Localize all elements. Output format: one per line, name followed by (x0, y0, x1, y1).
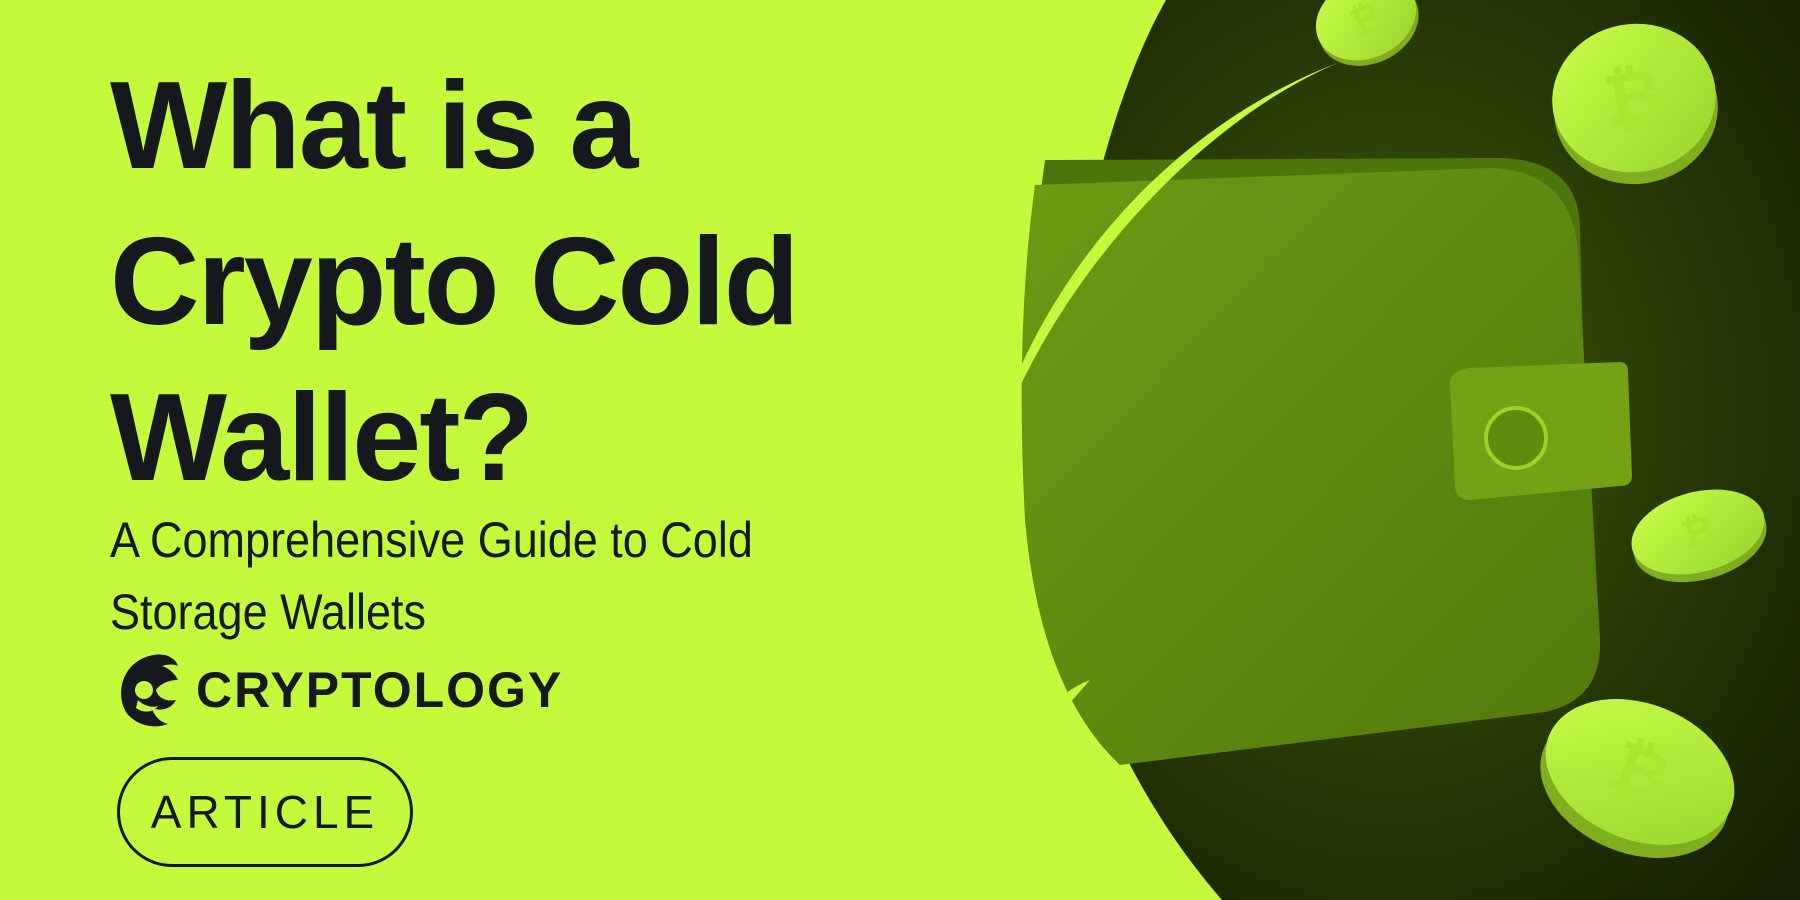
subtitle: A Comprehensive Guide to Cold Storage Wa… (110, 504, 848, 648)
page-title: What is a Crypto Cold Wallet? (110, 48, 970, 516)
coin-upper-right: ₿ (1552, 23, 1718, 185)
brand-logo: CRYPTOLOGY (116, 650, 563, 730)
coin-bottom-right: ₿ (1540, 699, 1735, 858)
title-line: Wallet? (110, 369, 534, 507)
subtitle-line: A Comprehensive Guide to Cold (110, 512, 753, 568)
article-tag: ARTICLE (117, 757, 413, 867)
brand-name: CRYPTOLOGY (196, 662, 564, 718)
eagle-head-icon (121, 654, 178, 727)
subtitle-line: Storage Wallets (110, 584, 426, 640)
title-line: Crypto Cold (110, 213, 800, 351)
coin-top: ₿ (1315, 0, 1419, 66)
title-line: What is a (110, 57, 638, 195)
swoosh-tail (1046, 680, 1090, 740)
svg-text:₿: ₿ (1598, 51, 1670, 144)
coin-middle-right: ₿ (1631, 489, 1767, 583)
clasp-button (1484, 406, 1548, 470)
wallet-body (1021, 168, 1601, 765)
